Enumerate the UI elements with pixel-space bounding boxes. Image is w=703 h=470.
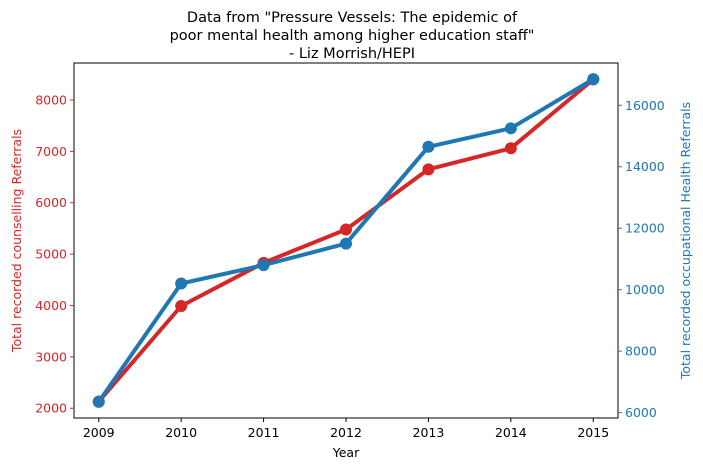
- series-point-2: [257, 259, 270, 272]
- y-left-tick-label: 6000: [35, 195, 67, 210]
- series-point-2: [92, 395, 105, 408]
- series-point-1: [175, 300, 188, 313]
- x-tick-label: 2009: [83, 425, 115, 440]
- series-point-2: [587, 73, 600, 86]
- y-left-tick-label: 7000: [35, 144, 67, 159]
- x-tick-label: 2012: [330, 425, 362, 440]
- y-left-tick-label: 8000: [35, 92, 67, 107]
- series-point-1: [340, 223, 352, 236]
- y-right-tick-label: 10000: [625, 282, 665, 297]
- series-point-1: [422, 163, 435, 176]
- chart-title-line: poor mental health among higher educatio…: [170, 28, 535, 44]
- x-tick-label: 2013: [413, 425, 445, 440]
- y-right-tick-label: 6000: [625, 405, 657, 420]
- y-right-tick-label: 12000: [625, 221, 665, 236]
- series-point-2: [340, 237, 352, 250]
- y-right-axis-label: Total recorded occupational Health Refer…: [678, 102, 693, 380]
- plot-points: [92, 73, 600, 408]
- x-tick-label: 2011: [248, 425, 280, 440]
- y-left-tick-label: 5000: [35, 247, 67, 262]
- series-point-1: [504, 142, 517, 155]
- x-tick-label: 2014: [495, 425, 527, 440]
- y-right-tick-label: 8000: [625, 344, 657, 359]
- chart-title-line: - Liz Morrish/HEPI: [289, 46, 415, 62]
- chart-title: Data from "Pressure Vessels: The epidemi…: [170, 10, 535, 62]
- y-right-tick-label: 14000: [625, 159, 665, 174]
- x-axis-label: Year: [332, 445, 360, 460]
- x-tick-label: 2010: [165, 425, 197, 440]
- y-axis-left: 2000 3000 4000 5000 6000 7000 8000 Total record…: [9, 92, 74, 416]
- series-point-2: [422, 140, 435, 153]
- y-left-tick-label: 3000: [35, 349, 67, 364]
- y-left-tick-label: 4000: [35, 298, 67, 313]
- chart-title-line: Data from "Pressure Vessels: The epidemi…: [187, 10, 518, 26]
- y-left-axis-label: Total recorded counselling Referrals: [9, 129, 24, 353]
- y-axis-right: 6000 8000 10000 12000 14000 16000 Total record…: [618, 98, 693, 420]
- y-right-tick-label: 16000: [625, 98, 665, 113]
- y-left-tick-label: 2000: [35, 401, 67, 416]
- series-point-2: [175, 277, 188, 290]
- x-tick-label: 2015: [577, 425, 609, 440]
- series-point-2: [504, 122, 517, 135]
- x-axis: 2009 2010 2011 2012 2013 2014 2015 Year: [83, 418, 609, 460]
